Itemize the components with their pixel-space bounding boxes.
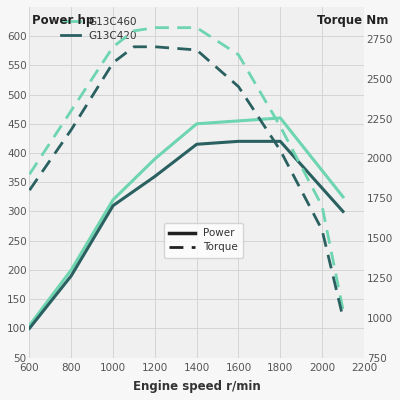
X-axis label: Engine speed r/min: Engine speed r/min (133, 380, 260, 393)
Text: Torque Nm: Torque Nm (317, 14, 388, 27)
Text: Power hp: Power hp (32, 14, 94, 27)
Legend: Power, Torque: Power, Torque (164, 223, 243, 258)
